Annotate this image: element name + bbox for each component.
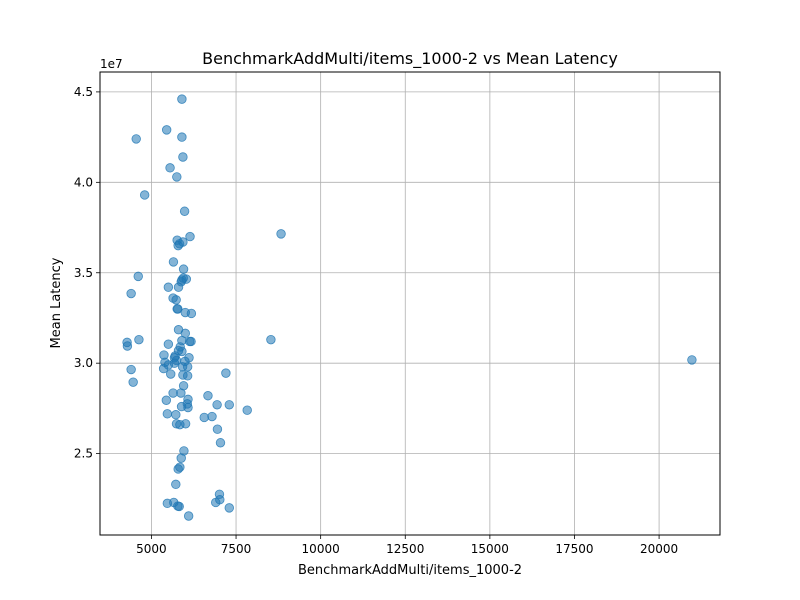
data-point [207,411,217,422]
data-point [178,264,189,274]
y-axis-offset-label: 1e7 [100,57,123,71]
x-tick-label: 12500 [386,542,424,556]
data-point [224,400,234,410]
data-point [177,132,187,142]
chart-title: BenchmarkAddMulti/items_1000-2 vs Mean L… [202,49,618,69]
y-tick-label: 4.0 [74,175,93,189]
data-point [242,405,252,415]
data-point [171,479,181,490]
data-point [212,400,222,410]
data-point [171,295,181,305]
data-point [199,412,209,423]
data-point [126,364,136,375]
y-axis-label: Mean Latency [49,257,64,348]
x-tick-label: 20000 [640,542,678,556]
data-point [166,369,176,379]
data-point [176,453,186,463]
data-point [134,334,144,345]
data-point [177,362,188,372]
y-tick-label: 4.5 [74,85,93,99]
data-point [158,363,169,374]
data-point [186,336,196,347]
data-point [131,134,141,144]
data-points [122,94,697,521]
data-point [178,152,188,162]
data-point [175,419,185,430]
data-point [162,498,173,509]
data-point [183,511,194,521]
data-point [168,257,179,267]
data-point [177,94,187,104]
data-point [224,503,234,513]
data-point [176,401,187,412]
x-tick-label: 17500 [555,542,593,556]
x-tick-label: 7500 [221,542,252,556]
y-tick-label: 2.5 [74,447,93,461]
data-point [163,339,174,349]
data-point [161,395,172,405]
data-point [276,229,286,239]
data-point [185,231,195,242]
data-point [173,282,184,292]
data-point [163,282,174,292]
data-point [203,391,213,401]
data-point [177,346,187,357]
y-axis-ticks: 2.5 3.0 3.5 4.0 4.5 [74,85,100,461]
data-point [133,271,143,282]
data-point [173,240,183,251]
data-point [126,288,136,299]
y-tick-label: 3.0 [74,356,93,370]
data-point [179,206,190,216]
data-point [212,424,223,434]
data-point [174,501,184,512]
data-point [139,190,150,200]
data-point [122,341,133,351]
data-point [162,409,173,419]
data-point [211,497,221,508]
data-point [176,388,186,398]
data-point [173,464,183,474]
x-axis-label: BenchmarkAddMulti/items_1000-2 [298,563,522,578]
data-point [186,308,197,319]
data-point [221,368,231,378]
y-tick-label: 3.5 [74,266,93,280]
data-point [182,371,193,381]
data-point [165,163,175,173]
data-point [687,355,697,365]
x-tick-label: 5000 [136,542,167,556]
x-axis-ticks: 5000 7500 10000 12500 15000 17500 20000 [136,535,678,556]
x-tick-label: 15000 [471,542,509,556]
data-point [128,377,138,387]
grid-lines [100,72,720,535]
data-point [172,172,182,182]
data-point [168,388,178,398]
x-tick-label: 10000 [302,542,340,556]
data-point [171,410,181,420]
plot-frame [99,71,721,536]
data-point [172,304,182,314]
data-point [161,125,172,135]
data-point [266,334,276,345]
data-point [215,438,226,448]
